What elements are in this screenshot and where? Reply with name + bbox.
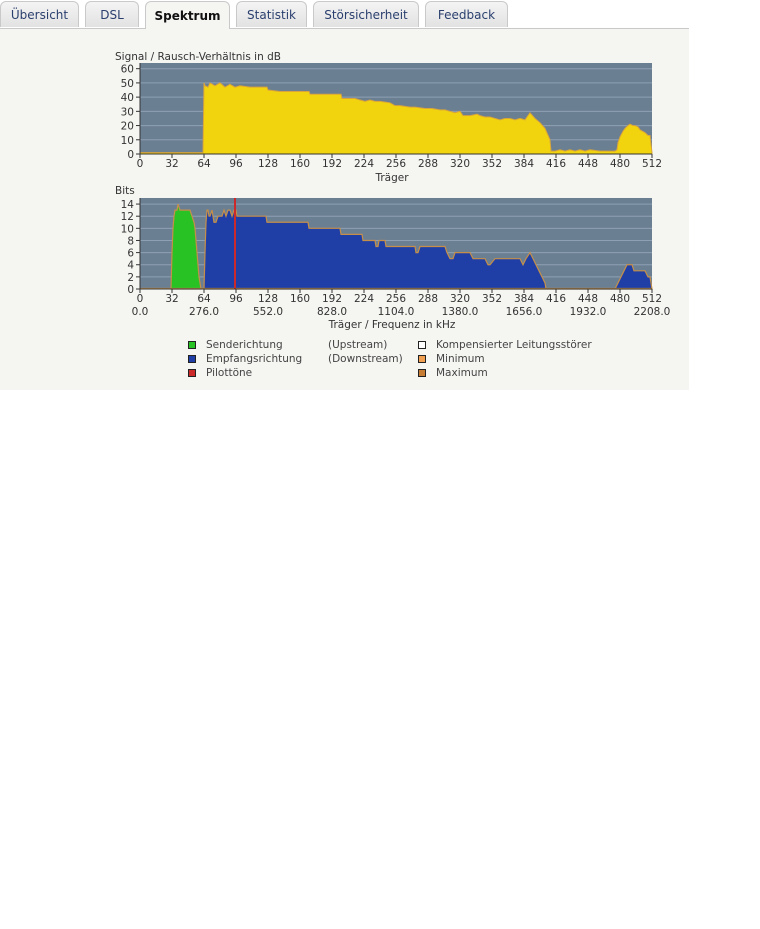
legend-swatch-empfangsrichtung bbox=[188, 355, 196, 363]
snr-x-tick-label: 32 bbox=[165, 158, 178, 170]
bits-chart-title: Bits bbox=[115, 185, 135, 197]
snr-x-tick-label: 96 bbox=[229, 158, 243, 170]
bits-y-tick-label: 0 bbox=[127, 284, 134, 296]
bits-y-tick-label: 14 bbox=[121, 199, 135, 211]
snr-x-tick-label: 448 bbox=[578, 158, 598, 170]
bits-x-tick-label: 384 bbox=[514, 293, 534, 305]
bits-x-axis: 0 32 64 96 128 160 192 224 256 288 320 352 384 416 448… bbox=[137, 288, 662, 305]
snr-x-tick-label: 0 bbox=[137, 158, 144, 170]
bits-x-tick-label: 448 bbox=[578, 293, 598, 305]
snr-y-tick-label: 50 bbox=[121, 78, 134, 90]
snr-x-tick-label: 160 bbox=[290, 158, 310, 170]
snr-x-tick-label: 512 bbox=[642, 158, 662, 170]
snr-x-tick-label: 320 bbox=[450, 158, 470, 170]
legend-maximum: Maximum bbox=[418, 367, 488, 379]
bits-y-tick-label: 2 bbox=[127, 272, 134, 284]
legend-label-empfangsrichtung: Empfangsrichtung bbox=[206, 353, 303, 365]
snr-x-tick-label: 384 bbox=[514, 158, 534, 170]
legend-senderichtung: Senderichtung bbox=[188, 339, 283, 351]
snr-x-tick-label: 480 bbox=[610, 158, 630, 170]
upstream-area bbox=[170, 203, 202, 290]
snr-y-tick-label: 60 bbox=[121, 64, 134, 76]
snr-x-tick-label: 288 bbox=[418, 158, 438, 170]
legend-label-senderichtung: Senderichtung bbox=[206, 339, 283, 351]
bits-frequency-tick-label: 1104.0 bbox=[378, 306, 415, 318]
tab-spektrum[interactable]: Spektrum bbox=[145, 1, 230, 29]
snr-y-axis: 0 10 20 30 40 50 60 bbox=[121, 63, 141, 161]
bits-frequency-tick-label: 1656.0 bbox=[506, 306, 543, 318]
legend-swatch-minimum bbox=[418, 355, 426, 363]
legend-note-upstream: (Upstream) bbox=[328, 339, 388, 351]
bits-x-tick-label: 288 bbox=[418, 293, 438, 305]
bits-y-tick-label: 12 bbox=[121, 211, 134, 223]
snr-x-tick-label: 416 bbox=[546, 158, 566, 170]
bits-frequency-tick-label: 828.0 bbox=[317, 306, 347, 318]
legend-swatch-pilottoene bbox=[188, 369, 196, 377]
bits-frequency-tick-label: 0.0 bbox=[132, 306, 149, 318]
snr-area bbox=[139, 82, 653, 155]
tab-bar: Übersicht DSL Spektrum Statistik Störsic… bbox=[0, 0, 689, 29]
bits-x-tick-label: 512 bbox=[642, 293, 662, 305]
bits-frequency-tick-label: 2208.0 bbox=[634, 306, 671, 318]
legend-swatch-maximum bbox=[418, 369, 426, 377]
bits-x-tick-label: 32 bbox=[165, 293, 178, 305]
bits-x-tick-label: 192 bbox=[322, 293, 342, 305]
snr-x-tick-label: 224 bbox=[354, 158, 374, 170]
tab-uebersicht[interactable]: Übersicht bbox=[0, 1, 79, 27]
legend-pilottoene: Pilottöne bbox=[188, 367, 252, 379]
bits-x-tick-label: 64 bbox=[197, 293, 211, 305]
bits-x-tick-label: 480 bbox=[610, 293, 630, 305]
bits-x-tick-label: 256 bbox=[386, 293, 406, 305]
bits-x-tick-label: 96 bbox=[229, 293, 243, 305]
snr-y-tick-label: 0 bbox=[127, 149, 134, 161]
bits-x-tick-label: 128 bbox=[258, 293, 278, 305]
legend-swatch-senderichtung bbox=[188, 341, 196, 349]
bits-y-tick-label: 6 bbox=[127, 248, 134, 260]
bits-frequency-tick-label: 1380.0 bbox=[442, 306, 479, 318]
legend-empfangsrichtung: Empfangsrichtung bbox=[188, 353, 302, 365]
snr-x-tick-label: 352 bbox=[482, 158, 502, 170]
snr-x-tick-label: 256 bbox=[386, 158, 406, 170]
bits-y-tick-label: 4 bbox=[127, 260, 134, 272]
bits-x-tick-label: 160 bbox=[290, 293, 310, 305]
bits-frequency-tick-label: 276.0 bbox=[189, 306, 219, 318]
snr-x-axis-label: Träger bbox=[374, 172, 409, 184]
legend-minimum: Minimum bbox=[418, 353, 485, 365]
legend-swatch-kompensiert bbox=[418, 341, 426, 349]
bits-x-tick-label: 224 bbox=[354, 293, 374, 305]
snr-x-axis: 0 32 64 96 128 160 192 224 256 288 320 352 384 416 448… bbox=[137, 153, 662, 170]
snr-y-tick-label: 30 bbox=[121, 106, 134, 118]
legend-label-maximum: Maximum bbox=[436, 367, 488, 379]
bits-frequency-tick-label: 1932.0 bbox=[570, 306, 607, 318]
bits-x-tick-label: 0 bbox=[137, 293, 144, 305]
snr-x-tick-label: 64 bbox=[197, 158, 211, 170]
bits-y-tick-label: 10 bbox=[121, 223, 134, 235]
bits-x-tick-label: 416 bbox=[546, 293, 566, 305]
bits-x-axis-label: Träger / Frequenz in kHz bbox=[328, 319, 456, 331]
downstream-area bbox=[203, 208, 653, 290]
bits-x-tick-label: 352 bbox=[482, 293, 502, 305]
snr-chart-title: Signal / Rausch-Verhältnis in dB bbox=[115, 51, 281, 63]
bits-frequency-tick-label: 552.0 bbox=[253, 306, 283, 318]
bits-frequency-axis: 0.0 276.0 552.0 828.0 1104.0 1380.0 1656.0 1932… bbox=[132, 306, 671, 318]
bits-y-tick-label: 8 bbox=[127, 235, 134, 247]
snr-y-tick-label: 20 bbox=[121, 121, 134, 133]
tab-statistik[interactable]: Statistik bbox=[236, 1, 307, 27]
legend-label-kompensiert: Kompensierter Leitungsstörer bbox=[436, 339, 592, 351]
bits-x-tick-label: 320 bbox=[450, 293, 470, 305]
tab-dsl[interactable]: DSL bbox=[85, 1, 139, 27]
snr-x-tick-label: 192 bbox=[322, 158, 342, 170]
snr-y-tick-label: 10 bbox=[121, 135, 134, 147]
legend-label-minimum: Minimum bbox=[436, 353, 485, 365]
legend-label-pilottoene: Pilottöne bbox=[206, 367, 253, 379]
snr-chart: Signal / Rausch-Verhältnis in dB 0102030… bbox=[115, 51, 662, 184]
legend-note-downstream: (Downstream) bbox=[328, 353, 403, 365]
snr-y-tick-label: 40 bbox=[121, 92, 134, 104]
legend-kompensiert: Kompensierter Leitungsstörer bbox=[418, 339, 592, 351]
snr-x-tick-label: 128 bbox=[258, 158, 278, 170]
tab-feedback[interactable]: Feedback bbox=[425, 1, 508, 27]
tab-stoersicherheit[interactable]: Störsicherheit bbox=[313, 1, 419, 27]
